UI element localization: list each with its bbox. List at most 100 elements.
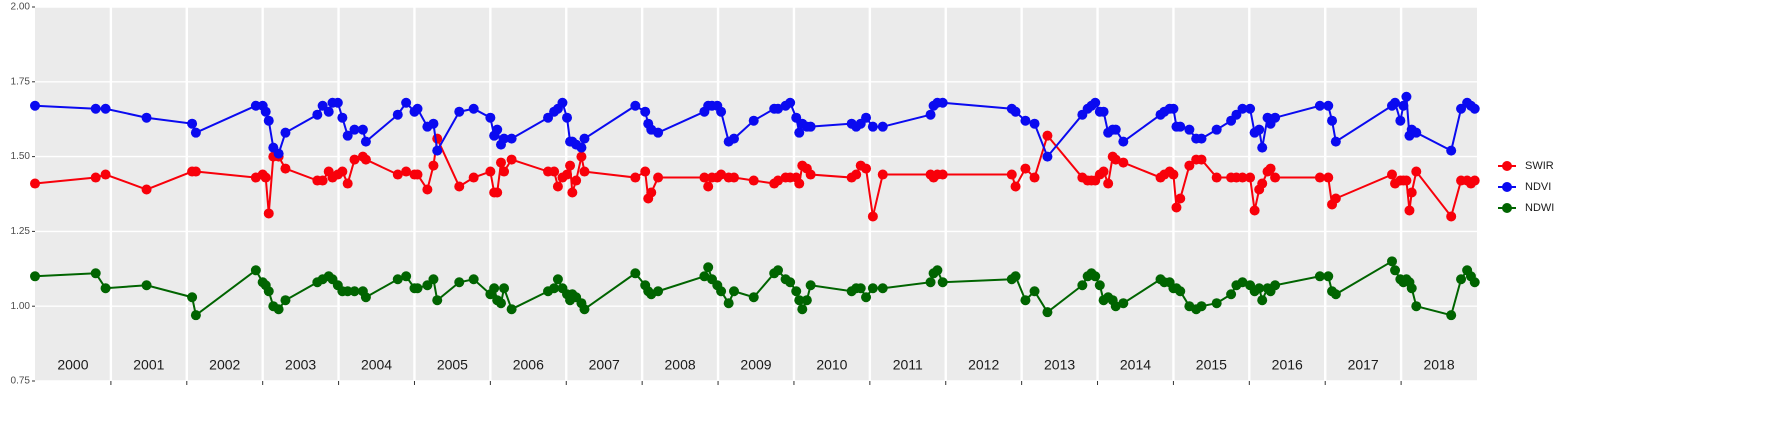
data-point [432,145,443,156]
data-point [640,106,651,117]
data-point [190,166,201,177]
year-label: 2005 [437,357,468,373]
data-point [805,280,816,291]
data-point [1323,172,1334,183]
year-label: 2013 [1044,357,1075,373]
data-point [392,109,403,120]
data-point [1446,145,1457,156]
data-point [932,265,943,276]
data-point [1398,100,1409,111]
data-point [1411,166,1422,177]
data-point [1411,301,1422,312]
data-point [1042,151,1053,162]
data-point [773,265,784,276]
data-point [1110,301,1121,312]
data-point [30,271,40,282]
data-point [1469,175,1480,186]
data-point [1257,142,1268,153]
data-point [342,178,353,189]
data-point [1211,172,1222,183]
data-point [90,268,101,279]
data-point [1254,124,1265,135]
data-point [412,169,423,180]
data-point [785,277,796,288]
data-point [877,283,888,294]
data-point [1270,112,1281,123]
data-point [1118,298,1129,309]
data-point [499,166,510,177]
y-tick-label: 2.00 [11,2,31,13]
data-point [190,310,201,321]
data-point [1020,115,1031,126]
legend-label: NDWI [1525,202,1554,214]
data-point [937,277,948,288]
data-point [567,187,578,198]
data-point [468,103,479,114]
data-point [323,106,334,117]
data-point [797,304,808,315]
year-label: 2011 [893,357,923,373]
data-point [1469,277,1480,288]
data-point [1168,103,1179,114]
data-point [562,169,573,180]
data-point [337,166,348,177]
data-point [877,121,888,132]
data-point [699,271,710,282]
data-point [349,286,360,297]
legend-marker [1502,203,1512,213]
data-point [273,148,284,159]
data-point [432,133,443,144]
data-point [1168,169,1179,180]
legend-marker [1502,182,1512,192]
data-point [432,295,443,306]
data-point [454,181,465,192]
data-point [861,292,872,303]
data-point [1042,130,1053,141]
data-point [263,286,274,297]
data-point [349,124,360,135]
data-point [703,262,714,273]
data-point [851,169,862,180]
data-point [428,118,439,129]
data-point [263,115,274,126]
data-point [468,274,479,285]
data-point [499,133,510,144]
data-point [422,184,433,195]
data-point [748,115,759,126]
data-point [428,160,439,171]
data-point [640,166,651,177]
data-point [1029,172,1040,183]
data-point [579,166,590,177]
data-point [1010,106,1021,117]
data-point [1020,295,1031,306]
data-point [492,187,503,198]
data-point [412,103,423,114]
data-point [653,172,664,183]
data-point [506,133,517,144]
data-point [90,103,101,114]
data-point [1226,289,1237,300]
data-point [454,106,465,117]
data-point [360,136,371,147]
data-point [250,265,261,276]
year-label: 2000 [57,357,88,373]
year-label: 2007 [589,357,620,373]
data-point [1386,169,1397,180]
data-point [337,112,348,123]
legend-label: NDVI [1525,181,1551,193]
data-point [263,208,274,219]
data-point [506,304,517,315]
data-point [1110,154,1121,165]
data-point [630,172,641,183]
data-point [280,163,291,174]
data-point [1196,154,1207,165]
data-point [653,286,664,297]
data-point [579,304,590,315]
data-point [728,133,739,144]
data-point [100,103,111,114]
data-point [728,172,739,183]
data-point [401,166,412,177]
legend-label: SWIR [1525,160,1554,172]
data-point [794,127,805,138]
